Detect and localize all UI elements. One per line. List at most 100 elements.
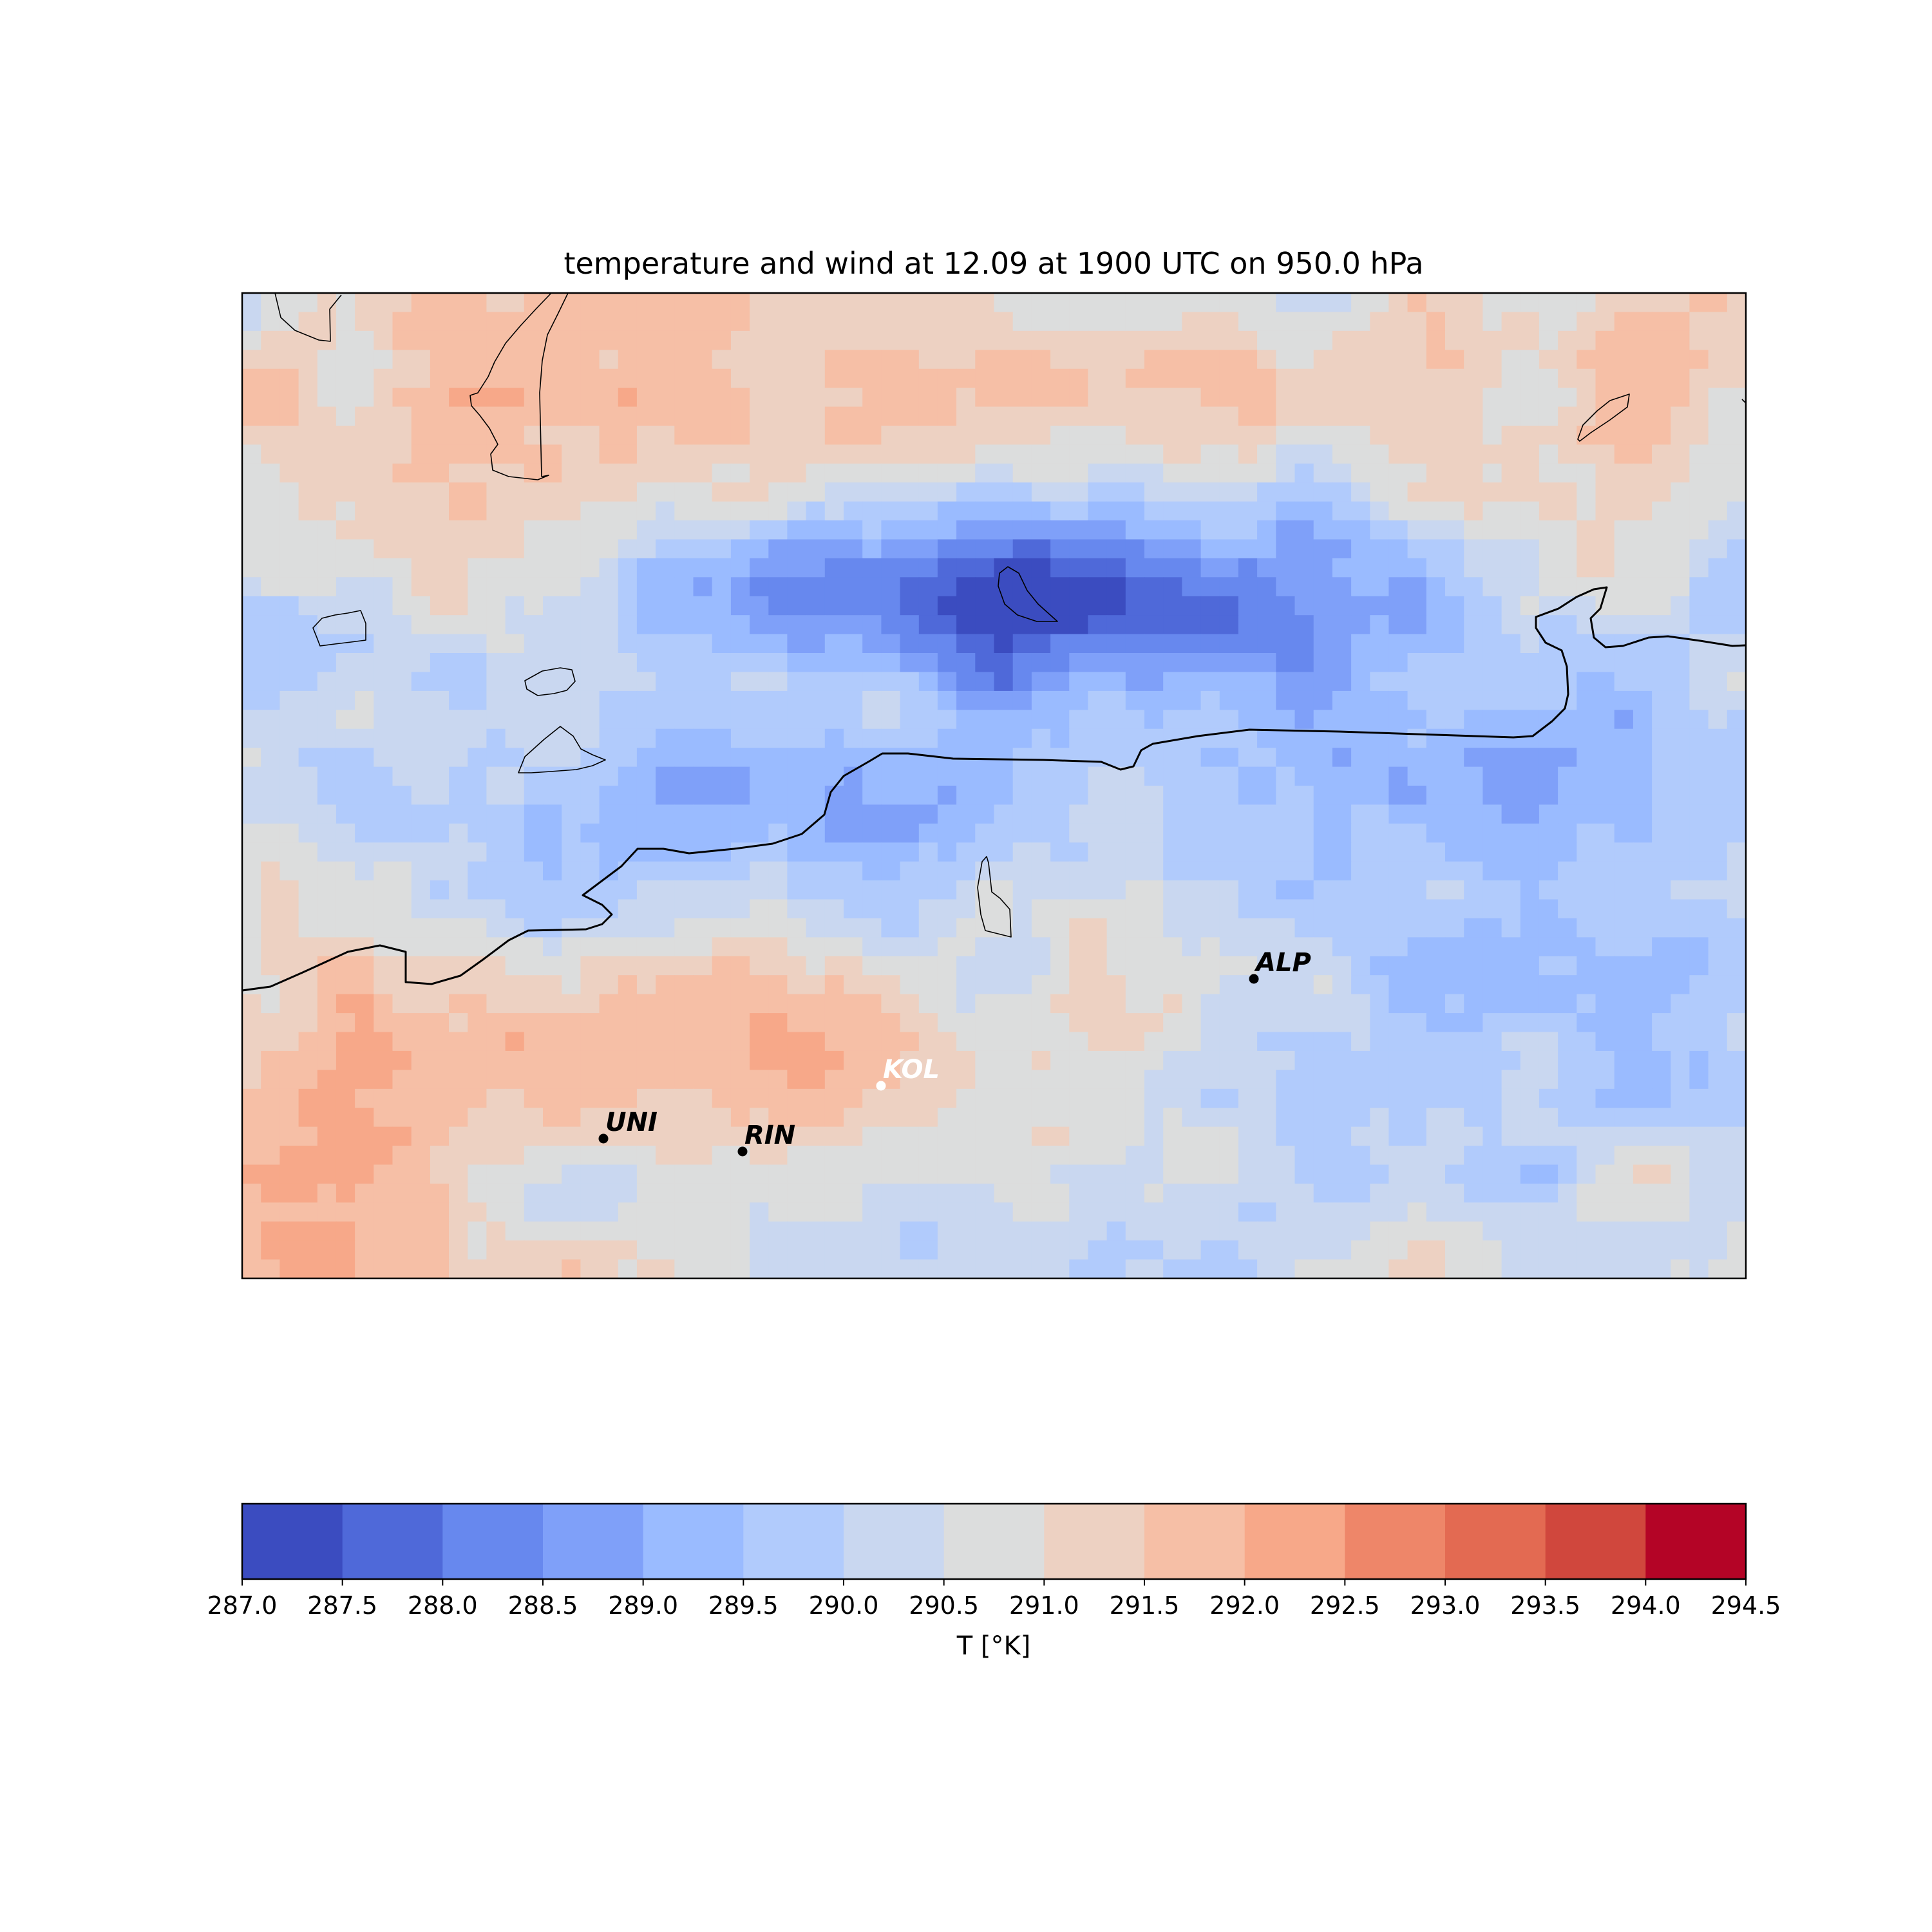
heatmap-cell (1370, 786, 1390, 805)
heatmap-cell (824, 406, 844, 426)
heatmap-cell (1238, 728, 1258, 748)
heatmap-cell (430, 1032, 450, 1052)
heatmap-cell (1106, 918, 1126, 938)
heatmap-cell (1031, 463, 1051, 483)
heatmap-cell (430, 444, 450, 464)
heatmap-cell (1257, 368, 1276, 388)
heatmap-cell (1614, 312, 1634, 332)
heatmap-cell (1294, 577, 1314, 597)
heatmap-cell (1351, 786, 1370, 805)
heatmap-cell (449, 937, 468, 957)
heatmap-cell (242, 1221, 261, 1241)
heatmap-cell (636, 766, 656, 786)
heatmap-cell (730, 823, 750, 843)
heatmap-cell (1370, 690, 1390, 710)
heatmap-cell (1031, 1221, 1051, 1241)
heatmap-cell (1370, 861, 1390, 881)
heatmap-cell (1689, 368, 1709, 388)
heatmap-cell (1520, 690, 1540, 710)
heatmap-cell (1106, 388, 1126, 408)
heatmap-cell (486, 558, 506, 578)
heatmap-cell (580, 596, 600, 616)
heatmap-cell (562, 672, 581, 692)
heatmap-cell (374, 1070, 393, 1090)
heatmap-cell (768, 520, 788, 540)
heatmap-cell (1182, 426, 1202, 445)
heatmap-cell (543, 1164, 562, 1184)
heatmap-cell (1558, 1126, 1577, 1146)
heatmap-cell (975, 861, 995, 881)
heatmap-cell (1388, 1088, 1408, 1108)
heatmap-cell (317, 1259, 337, 1278)
heatmap-cell (1294, 861, 1314, 881)
heatmap-cell (824, 463, 844, 483)
heatmap-cell (1482, 710, 1502, 730)
heatmap-cell (787, 1183, 807, 1203)
heatmap-cell (279, 1032, 299, 1052)
heatmap-cell (806, 1146, 826, 1165)
heatmap-cell (750, 861, 769, 881)
heatmap-cell (392, 1146, 412, 1165)
heatmap-cell (656, 539, 675, 559)
heatmap-cell (1088, 690, 1108, 710)
heatmap-cell (862, 406, 882, 426)
heatmap-cell (1125, 1126, 1145, 1146)
heatmap-cell (468, 1108, 488, 1128)
heatmap-cell (656, 975, 675, 995)
heatmap-cell (994, 786, 1014, 805)
heatmap-cell (1106, 577, 1126, 597)
heatmap-cell (261, 1032, 280, 1052)
heatmap-cell (750, 728, 769, 748)
heatmap-cell (862, 482, 882, 502)
heatmap-cell (881, 690, 901, 710)
heatmap-cell (1652, 463, 1671, 483)
heatmap-cell (449, 748, 468, 768)
heatmap-cell (824, 1032, 844, 1052)
heatmap-cell (1182, 975, 1202, 995)
heatmap-cell (1577, 937, 1596, 957)
heatmap-cell (1313, 444, 1333, 464)
heatmap-cell (1276, 956, 1296, 976)
heatmap-cell (430, 861, 450, 881)
heatmap-cell (486, 1126, 506, 1146)
heatmap-cell (937, 330, 957, 350)
heatmap-cell (824, 444, 844, 464)
station-uni: UNI (598, 1108, 658, 1144)
heatmap-cell (1426, 690, 1446, 710)
heatmap-cell (468, 1070, 488, 1090)
heatmap-cell (1501, 1013, 1521, 1033)
heatmap-cell (1294, 634, 1314, 654)
heatmap-cell (1125, 766, 1145, 786)
heatmap-cell (505, 596, 525, 616)
heatmap-cell (975, 312, 995, 332)
heatmap-cell (1482, 1108, 1502, 1128)
heatmap-cell (1577, 330, 1596, 350)
heatmap-cell (242, 804, 261, 824)
heatmap-cell (1050, 918, 1070, 938)
heatmap-cell (411, 634, 431, 654)
heatmap-cell (562, 406, 581, 426)
heatmap-cell (730, 388, 750, 408)
heatmap-cell (1163, 350, 1182, 370)
heatmap-cell (636, 520, 656, 540)
heatmap-cell (261, 463, 280, 483)
heatmap-cell (1577, 520, 1596, 540)
heatmap-cell (1163, 312, 1182, 332)
heatmap-cell (1539, 501, 1558, 521)
heatmap-cell (317, 672, 337, 692)
heatmap-cell (1370, 388, 1390, 408)
heatmap-cell (693, 615, 713, 635)
station-dot (876, 1081, 886, 1091)
heatmap-cell (355, 1164, 374, 1184)
heatmap-cell (937, 690, 957, 710)
heatmap-cell (1238, 1126, 1258, 1146)
heatmap-cell (1144, 1108, 1164, 1128)
heatmap-cell (636, 350, 656, 370)
heatmap-cell (937, 1183, 957, 1203)
heatmap-cell (1520, 388, 1540, 408)
heatmap-cell (486, 994, 506, 1014)
heatmap-cell (1182, 994, 1202, 1014)
heatmap-cell (1464, 918, 1483, 938)
heatmap-cell (862, 1240, 882, 1260)
heatmap-cell (937, 918, 957, 938)
